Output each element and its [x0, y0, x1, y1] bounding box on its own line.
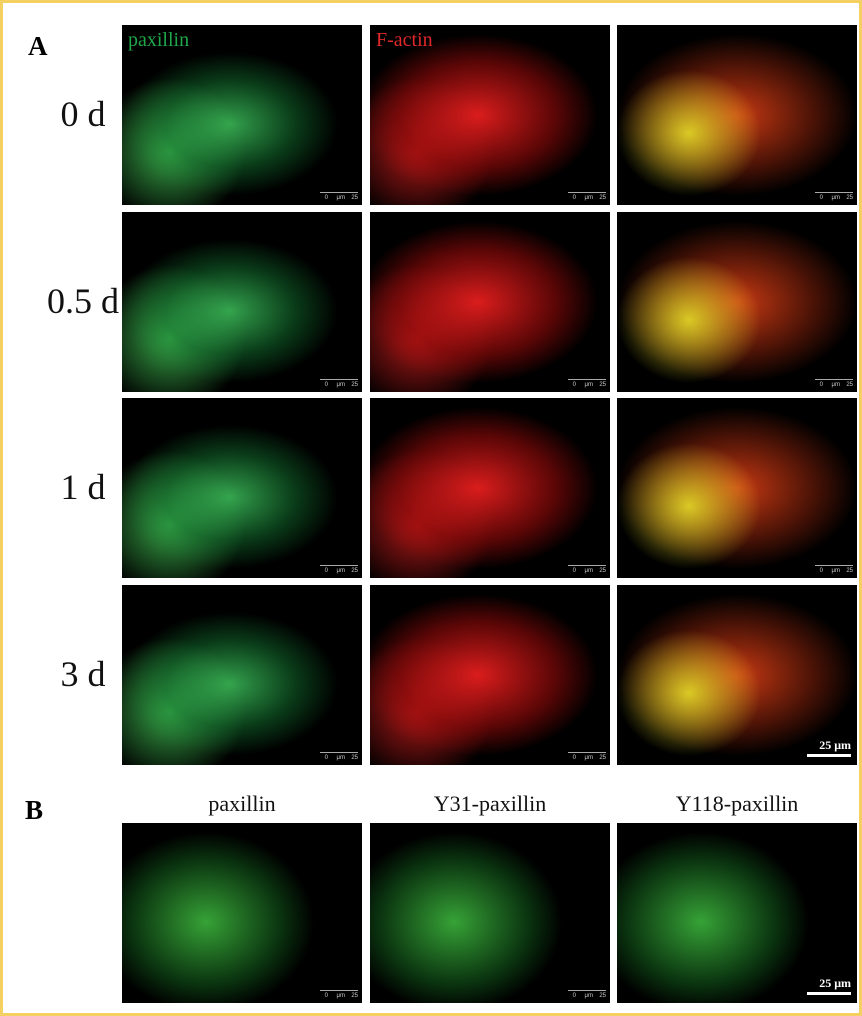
scale-tick: 0 [324, 755, 328, 761]
row-label: 3 d [60, 654, 106, 694]
scale-tick: 0 [572, 382, 576, 388]
scale-tick: 0 [324, 993, 328, 999]
micrograph: 0 μm 25 [370, 398, 610, 578]
scale-tick: μm [336, 755, 345, 761]
scale-tick: 0 [324, 382, 328, 388]
scale-line [815, 565, 853, 566]
scale-tick: 0 [572, 568, 576, 574]
scale-line [815, 379, 853, 380]
column-label: Y31-paxillin [433, 791, 547, 816]
scale-bar [807, 754, 851, 757]
micrograph: 0 μm 25 paxillin [122, 25, 362, 205]
scale-line [320, 990, 358, 991]
scale-line [320, 565, 358, 566]
scale-tick: 0 [819, 568, 823, 574]
scale-tick: 25 [846, 568, 853, 574]
micrograph: 0 μm 25 [370, 585, 610, 765]
micrograph: 0 μm 25 [370, 823, 610, 1003]
scale-line [568, 990, 606, 991]
scale-tick: μm [584, 195, 593, 201]
scale-tick: 25 [351, 755, 358, 761]
scale-tick: 25 [599, 382, 606, 388]
micrograph: 25 μm [617, 585, 857, 765]
scale-tick: 0 [572, 755, 576, 761]
scale-tick: 25 [846, 195, 853, 201]
scale-line [320, 752, 358, 753]
scale-tick: 25 [351, 993, 358, 999]
scale-tick: 25 [846, 382, 853, 388]
panel-label: B [25, 795, 44, 825]
scale-tick: 25 [351, 568, 358, 574]
scale-tick: 0 [572, 195, 576, 201]
scale-tick: 0 [572, 993, 576, 999]
scale-line [815, 192, 853, 193]
micrograph: 25 μm [617, 823, 857, 1003]
scale-tick: μm [336, 382, 345, 388]
channel-label: paxillin [128, 29, 190, 51]
micrograph: 0 μm 25 [122, 398, 362, 578]
scale-tick: 25 [599, 568, 606, 574]
micrograph: 0 μm 25 [617, 398, 857, 578]
scale-line [568, 192, 606, 193]
scale-tick: 25 [599, 755, 606, 761]
scale-tick: μm [584, 568, 593, 574]
scale-tick: μm [336, 993, 345, 999]
scale-tick: μm [336, 568, 345, 574]
column-label: Y118-paxillin [675, 791, 799, 816]
scale-line [568, 752, 606, 753]
row-label: 0 d [60, 94, 106, 134]
channel-label: F-actin [376, 29, 433, 51]
micrograph: 0 μm 25 [122, 823, 362, 1003]
scale-bar [807, 992, 851, 995]
micrograph: 0 μm 25 [122, 585, 362, 765]
scale-line [568, 565, 606, 566]
micrograph: 0 μm 25 [122, 212, 362, 392]
scale-tick: 25 [351, 195, 358, 201]
micrograph: 0 μm 25 F-actin [370, 25, 610, 205]
scale-tick: μm [584, 755, 593, 761]
scale-tick: μm [584, 993, 593, 999]
scale-tick: 25 [599, 993, 606, 999]
column-label: paxillin [208, 791, 276, 816]
micrograph: 0 μm 25 [617, 25, 857, 205]
scale-tick: μm [336, 195, 345, 201]
scale-tick: 25 [351, 382, 358, 388]
row-label: 1 d [60, 467, 106, 507]
scale-bar-label: 25 μm [819, 976, 851, 990]
scale-tick: μm [831, 568, 840, 574]
scale-tick: 0 [324, 195, 328, 201]
scale-tick: 25 [599, 195, 606, 201]
scale-tick: μm [831, 195, 840, 201]
scale-line [320, 192, 358, 193]
scale-tick: 0 [819, 382, 823, 388]
scale-bar-label: 25 μm [819, 738, 851, 752]
scale-tick: μm [831, 382, 840, 388]
scale-tick: 0 [819, 195, 823, 201]
scale-tick: 0 [324, 568, 328, 574]
scale-line [568, 379, 606, 380]
panel-label: A [28, 31, 48, 61]
scale-line [320, 379, 358, 380]
row-label: 0.5 d [47, 281, 119, 321]
micrograph: 0 μm 25 [617, 212, 857, 392]
scale-tick: μm [584, 382, 593, 388]
micrograph: 0 μm 25 [370, 212, 610, 392]
